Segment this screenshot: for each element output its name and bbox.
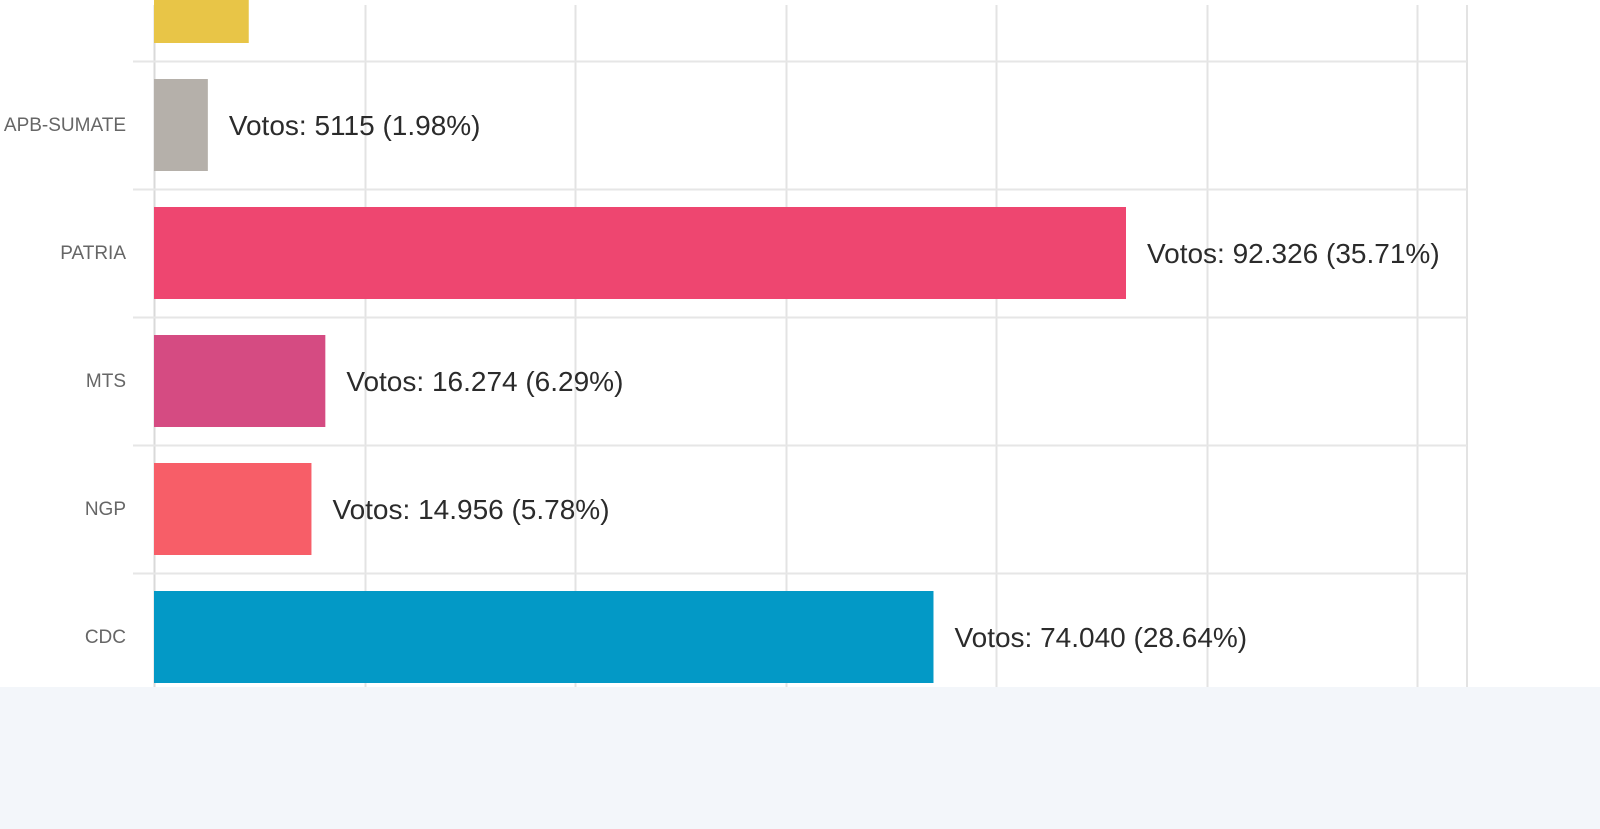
value-label: Votos: 92.326 (35.71%) [1147, 238, 1440, 269]
value-label: Votos: 14.956 (5.78%) [332, 494, 609, 525]
bar-mts [154, 335, 326, 427]
bar-cdc [154, 591, 934, 683]
bar-chart: APB-SUMATE Votos: 5115 (1.98%) PATRIA Votos… [4, 0, 1468, 687]
chart-panel: APB-SUMATE Votos: 5115 (1.98%) PATRIA Votos… [0, 0, 1600, 687]
category-label: CDC [85, 627, 126, 648]
bar-patria [154, 207, 1126, 299]
bar-ngp [154, 463, 312, 555]
bar-apb-sumate [154, 79, 208, 171]
category-label: PATRIA [60, 243, 126, 264]
grid-lines [133, 5, 1468, 687]
category-label: APB-SUMATE [4, 115, 126, 136]
value-label: Votos: 74.040 (28.64%) [954, 622, 1247, 653]
labels: APB-SUMATE Votos: 5115 (1.98%) PATRIA Votos… [4, 110, 1440, 653]
category-label: MTS [86, 371, 126, 392]
value-label: Votos: 5115 (1.98%) [229, 110, 481, 141]
value-label: Votos: 16.274 (6.29%) [346, 366, 623, 397]
bars [154, 0, 1126, 683]
category-label: NGP [85, 499, 126, 520]
bar-top-partial [154, 0, 249, 43]
footer-area [0, 687, 1600, 829]
